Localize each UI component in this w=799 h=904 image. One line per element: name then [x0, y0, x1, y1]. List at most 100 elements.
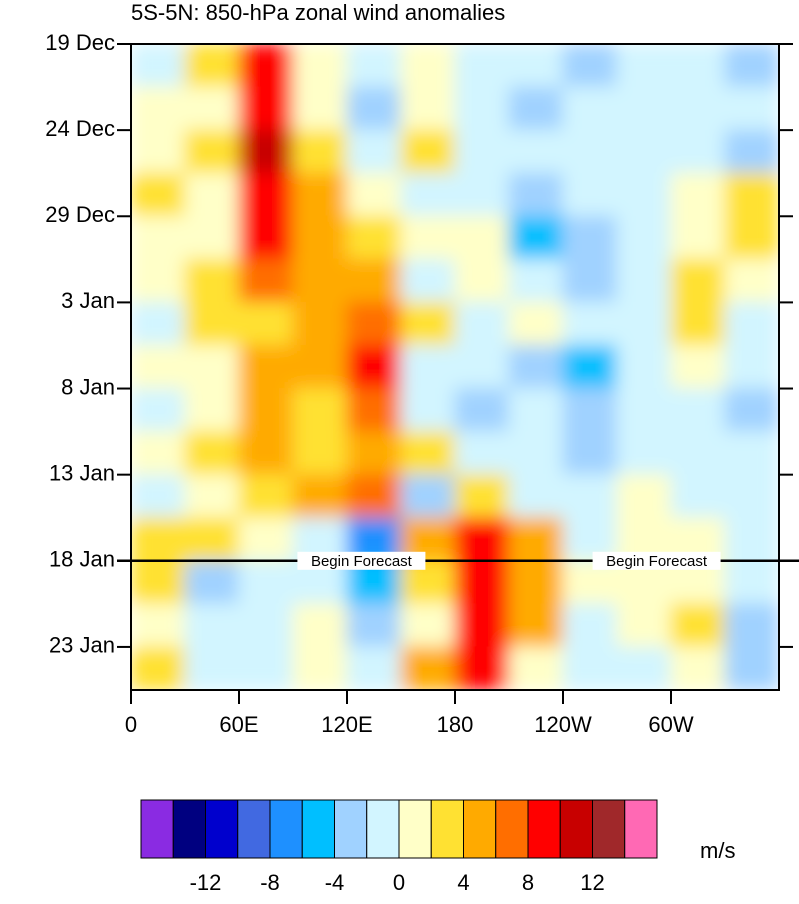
field-cell [616, 86, 672, 131]
x-tick-label: 120W [534, 712, 592, 737]
field-cell [670, 388, 726, 433]
colorbar-box [592, 799, 626, 859]
field-cell [131, 301, 186, 346]
forecast-annotation: Begin Forecast [311, 553, 413, 570]
colorbar-box [495, 799, 529, 859]
x-tick-label: 60E [219, 712, 258, 737]
field-cell [292, 431, 348, 476]
colorbar-label: -4 [325, 870, 345, 895]
field-cell [562, 129, 618, 174]
field-cell [346, 388, 402, 433]
field-cell [238, 517, 294, 562]
field-cell [508, 474, 564, 519]
field-cell [454, 646, 510, 690]
field-cell [724, 258, 779, 303]
field-cell [724, 215, 779, 260]
colorbar-box [463, 799, 497, 859]
colorbar-label: 8 [522, 870, 534, 895]
field-cell [562, 474, 618, 519]
field-cell [670, 258, 726, 303]
field-cell [454, 560, 510, 605]
field-cell [670, 129, 726, 174]
field-cell [670, 172, 726, 217]
field-cell [400, 603, 456, 648]
field-cell [562, 258, 618, 303]
field-cell [670, 215, 726, 260]
colorbar-box [527, 799, 561, 859]
field-cell [131, 388, 186, 433]
field-cell [131, 86, 186, 131]
field-cell [724, 603, 779, 648]
field-cell [508, 44, 564, 88]
field-cell [184, 258, 240, 303]
field-cell [562, 44, 618, 88]
field-cell [724, 344, 779, 390]
field-cell [400, 215, 456, 260]
field-cell [724, 86, 779, 131]
field-cell [238, 172, 294, 217]
colorbar-box [237, 799, 271, 859]
field-cell [131, 560, 186, 605]
colorbar-box [398, 799, 432, 859]
y-tick-label: 18 Jan [49, 547, 115, 572]
field-cell [454, 517, 510, 562]
y-tick-label: 29 Dec [45, 202, 115, 227]
field-cell [454, 603, 510, 648]
field-cell [238, 344, 294, 390]
annotation-box [297, 551, 426, 570]
colorbar-label: -12 [190, 870, 222, 895]
field-cell [346, 172, 402, 217]
field-cell [454, 258, 510, 303]
field-cell [292, 44, 348, 88]
field-cell [670, 86, 726, 131]
field-cell [508, 344, 564, 390]
field-cell [670, 474, 726, 519]
field-cell [454, 44, 510, 88]
field-cell [670, 344, 726, 390]
field-cell [724, 474, 779, 519]
field-cell [131, 172, 186, 217]
field-cell [292, 344, 348, 390]
field-cell [400, 86, 456, 131]
cells [131, 44, 779, 690]
field-cell [346, 603, 402, 648]
field-cell [562, 646, 618, 690]
field-cell [616, 258, 672, 303]
field-cell [724, 560, 779, 605]
field-cell [292, 172, 348, 217]
field-cell [616, 301, 672, 346]
colorbar-box [624, 799, 658, 859]
field-cell [184, 86, 240, 131]
colorbar-box [140, 799, 174, 859]
field-cell [346, 646, 402, 690]
annotation-box [592, 551, 721, 570]
colorbar-box [301, 799, 335, 859]
field-cell [131, 44, 186, 88]
field-cell [238, 258, 294, 303]
field-cell [508, 560, 564, 605]
field-cell [184, 388, 240, 433]
field-cell [238, 301, 294, 346]
field-cell [400, 301, 456, 346]
field-cell [184, 172, 240, 217]
field-cell [346, 431, 402, 476]
field-cell [238, 44, 294, 88]
field-cell [508, 301, 564, 346]
field-cell [184, 560, 240, 605]
field-cell [184, 431, 240, 476]
field-cell [346, 86, 402, 131]
field-cell [616, 603, 672, 648]
field-cell [616, 172, 672, 217]
field-cell [724, 301, 779, 346]
field-cell [238, 646, 294, 690]
field-cell [508, 646, 564, 690]
field-cell [184, 129, 240, 174]
field-cell [292, 129, 348, 174]
field-cell [131, 129, 186, 174]
field-cell [400, 431, 456, 476]
colorbar-label: 4 [457, 870, 469, 895]
field-cell [346, 44, 402, 88]
colorbar-box [172, 799, 206, 859]
field-cell [454, 474, 510, 519]
